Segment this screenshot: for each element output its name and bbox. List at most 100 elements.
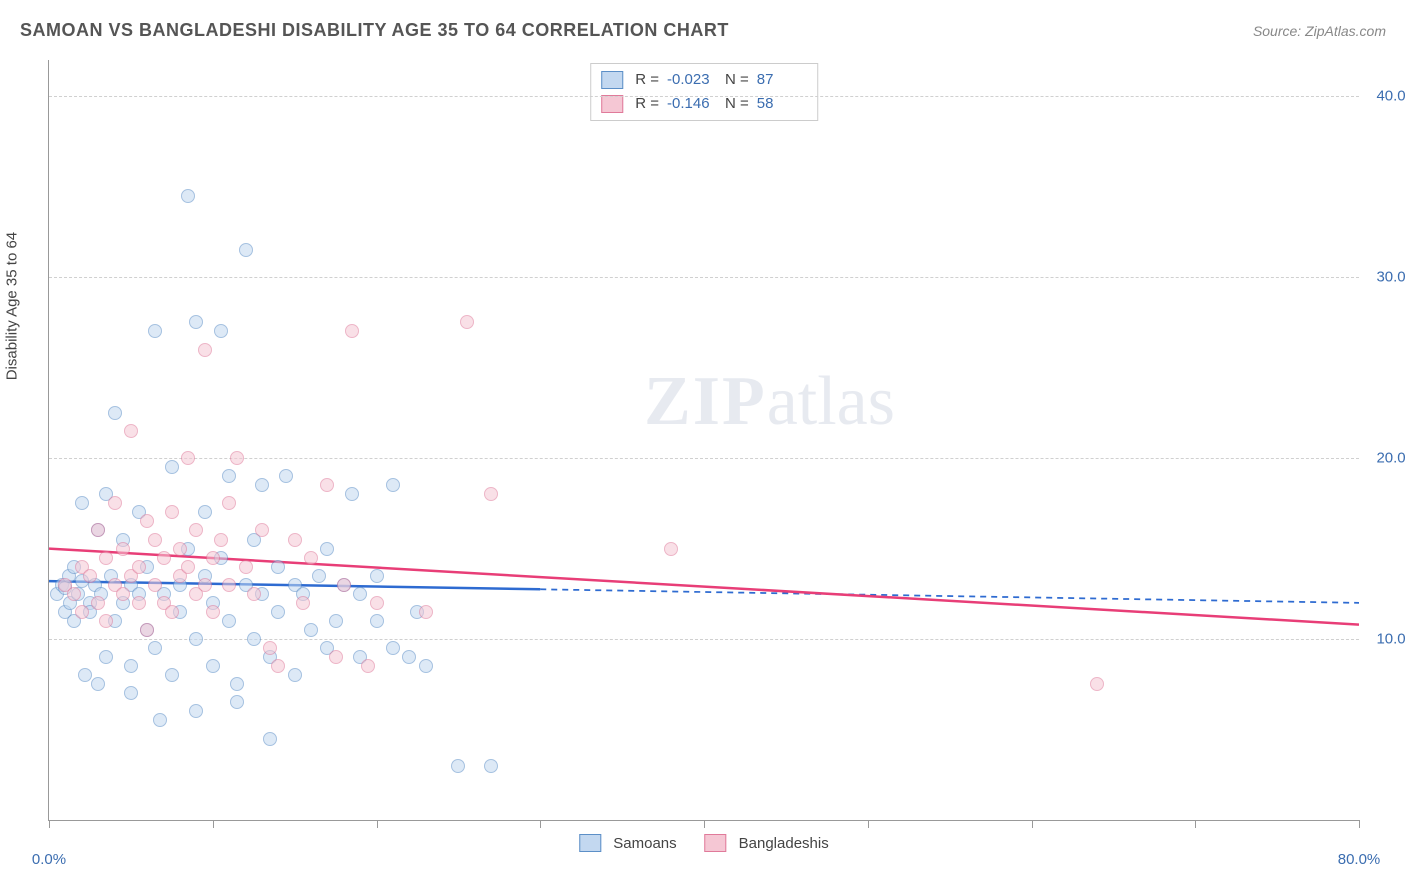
data-point [1090, 677, 1104, 691]
data-point [288, 668, 302, 682]
data-point [271, 659, 285, 673]
data-point [153, 713, 167, 727]
data-point [140, 623, 154, 637]
data-point [148, 324, 162, 338]
data-point [91, 523, 105, 537]
data-point [99, 614, 113, 628]
x-tick-mark [704, 820, 705, 828]
data-point [288, 533, 302, 547]
data-point [75, 496, 89, 510]
x-tick-mark [377, 820, 378, 828]
data-point [124, 659, 138, 673]
data-point [99, 650, 113, 664]
data-point [255, 523, 269, 537]
data-point [484, 759, 498, 773]
x-tick-label: 0.0% [32, 851, 66, 868]
data-point [345, 324, 359, 338]
data-point [247, 587, 261, 601]
data-point [239, 243, 253, 257]
legend-item: Bangladeshis [705, 834, 829, 852]
plot-area: ZIPatlas R = -0.023N = 87R = -0.146N = 5… [48, 60, 1359, 821]
x-tick-mark [1359, 820, 1360, 828]
data-point [116, 542, 130, 556]
data-point [255, 478, 269, 492]
data-point [91, 596, 105, 610]
data-point [329, 650, 343, 664]
data-point [370, 614, 384, 628]
data-point [181, 189, 195, 203]
data-point [271, 605, 285, 619]
data-point [124, 686, 138, 700]
data-point [189, 632, 203, 646]
data-point [304, 551, 318, 565]
data-point [148, 578, 162, 592]
data-point [148, 641, 162, 655]
data-point [345, 487, 359, 501]
data-point [312, 569, 326, 583]
data-point [230, 451, 244, 465]
data-point [99, 551, 113, 565]
data-point [189, 704, 203, 718]
data-point [206, 605, 220, 619]
data-point [361, 659, 375, 673]
chart-title: SAMOAN VS BANGLADESHI DISABILITY AGE 35 … [20, 20, 729, 41]
data-point [263, 732, 277, 746]
y-tick-label: 20.0% [1364, 450, 1406, 467]
data-point [181, 560, 195, 574]
data-point [222, 578, 236, 592]
data-point [247, 632, 261, 646]
data-point [181, 451, 195, 465]
data-point [214, 324, 228, 338]
data-point [370, 569, 384, 583]
data-point [78, 668, 92, 682]
data-point [206, 551, 220, 565]
data-point [67, 587, 81, 601]
data-point [304, 623, 318, 637]
x-tick-label: 80.0% [1338, 851, 1381, 868]
data-point [337, 578, 351, 592]
data-point [230, 695, 244, 709]
legend-item: Samoans [579, 834, 676, 852]
y-tick-label: 10.0% [1364, 631, 1406, 648]
data-point [108, 406, 122, 420]
x-tick-mark [540, 820, 541, 828]
data-point [124, 424, 138, 438]
data-point [198, 505, 212, 519]
gridline [49, 639, 1359, 640]
data-point [353, 587, 367, 601]
data-point [386, 478, 400, 492]
data-point [460, 315, 474, 329]
data-point [296, 596, 310, 610]
data-point [320, 478, 334, 492]
stats-legend: R = -0.023N = 87R = -0.146N = 58 [590, 63, 818, 121]
y-tick-label: 40.0% [1364, 88, 1406, 105]
data-point [419, 605, 433, 619]
data-point [198, 343, 212, 357]
data-point [451, 759, 465, 773]
data-point [132, 596, 146, 610]
data-point [140, 514, 154, 528]
x-tick-mark [49, 820, 50, 828]
data-point [419, 659, 433, 673]
gridline [49, 96, 1359, 97]
data-point [239, 560, 253, 574]
data-point [189, 523, 203, 537]
watermark: ZIPatlas [644, 362, 895, 442]
data-point [263, 641, 277, 655]
data-point [148, 533, 162, 547]
data-point [165, 460, 179, 474]
gridline [49, 458, 1359, 459]
y-axis-label: Disability Age 35 to 64 [4, 232, 21, 380]
x-tick-mark [1032, 820, 1033, 828]
data-point [83, 569, 97, 583]
data-point [132, 560, 146, 574]
data-point [198, 578, 212, 592]
data-point [222, 614, 236, 628]
stats-row: R = -0.023N = 87 [601, 68, 807, 92]
data-point [108, 496, 122, 510]
data-point [320, 542, 334, 556]
data-point [222, 469, 236, 483]
gridline [49, 277, 1359, 278]
data-point [165, 668, 179, 682]
x-tick-mark [868, 820, 869, 828]
